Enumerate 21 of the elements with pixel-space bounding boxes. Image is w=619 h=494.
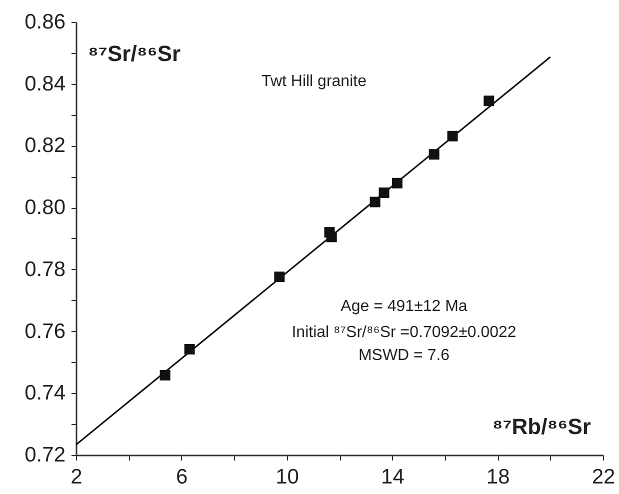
annotation: Initial ⁸⁷Sr/⁸⁶Sr =0.7092±0.0022 (292, 324, 516, 341)
x-tick-label: 6 (176, 466, 188, 488)
annotation: Age = 491±12 Ma (340, 298, 468, 315)
y-tick-label: 0.76 (24, 320, 66, 343)
annotation: MSWD = 7.6 (358, 347, 450, 364)
y-tick-label: 0.84 (24, 72, 66, 96)
y-tick-label: 0.82 (24, 134, 66, 158)
y-tick-label: 0.78 (24, 258, 66, 281)
y-tick-label: 0.72 (24, 444, 66, 466)
y-axis-title: ⁸⁷Sr/⁸⁶Sr (88, 41, 182, 66)
x-tick-label: 18 (486, 466, 510, 488)
x-tick-label: 10 (276, 466, 299, 488)
x-axis-title: ⁸⁷Rb/⁸⁶Sr (492, 414, 592, 439)
y-tick-label: 0.80 (24, 196, 66, 220)
point (484, 96, 494, 106)
annotation: Twt Hill granite (262, 73, 367, 90)
y-tick-label: 0.86 (24, 10, 66, 34)
y-tick-label: 0.74 (24, 382, 66, 405)
x-tick-label: 14 (381, 466, 405, 488)
x-tick-label: 22 (592, 466, 616, 488)
x-tick-label: 2 (70, 466, 82, 488)
